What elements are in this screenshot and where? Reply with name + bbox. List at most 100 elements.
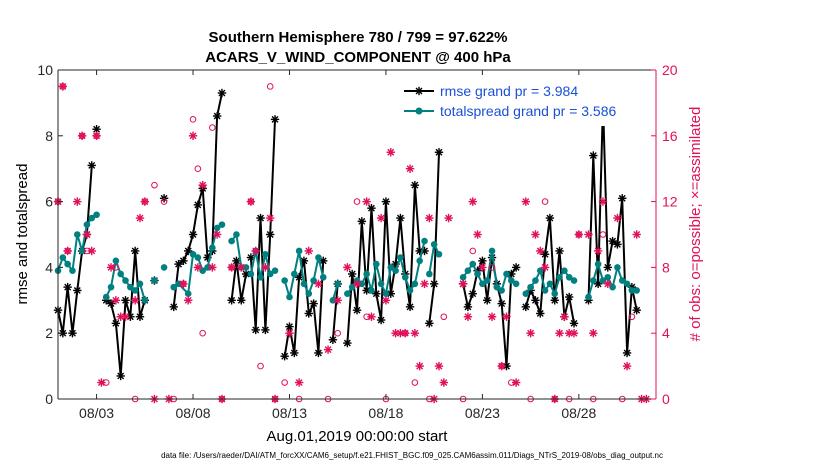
rmse-point [429, 279, 439, 289]
rmse-point [613, 240, 622, 249]
obs-possible-point [628, 313, 636, 321]
spread-point [59, 254, 67, 261]
spread-point [141, 297, 149, 304]
rmse-point [608, 236, 617, 246]
obs-assimilated-point [323, 345, 333, 354]
rmse-point [121, 296, 130, 305]
obs-assimilated-point [386, 148, 395, 157]
obs-assimilated-point [463, 312, 473, 321]
rmse-point [396, 213, 405, 223]
rmse-point [410, 180, 420, 190]
spread-point [633, 287, 641, 294]
obs-assimilated-point [362, 197, 371, 206]
rmse-point [531, 296, 540, 305]
obs-assimilated-point [405, 164, 415, 173]
spread-point [228, 237, 235, 245]
rmse-point [130, 246, 140, 256]
spread-point [315, 254, 322, 261]
rmse-point [290, 348, 299, 358]
obs-assimilated-point [367, 312, 376, 321]
spread-point [257, 273, 264, 281]
spread-point [392, 267, 399, 274]
rmse-point [425, 319, 434, 328]
obs-assimilated-point [237, 263, 246, 272]
spread-point [493, 283, 501, 291]
obs-assimilated-point [333, 296, 342, 305]
x-tick-label: 08/03 [79, 405, 114, 421]
spread-point [387, 264, 395, 271]
obs-assimilated-point [261, 263, 270, 272]
y-tick-label: 4 [45, 259, 53, 275]
spread-point [199, 267, 206, 274]
spread-point [69, 267, 76, 274]
rmse-point [545, 213, 555, 223]
obs-assimilated-point [140, 197, 150, 206]
obs-assimilated-point [381, 296, 391, 305]
rmse-point [569, 319, 579, 328]
spread-point [421, 237, 428, 245]
obs-assimilated-point [622, 361, 632, 371]
obs-assimilated-point [478, 263, 487, 272]
rmse-point [603, 263, 612, 272]
spread-point [430, 241, 438, 248]
obs-assimilated-point [208, 263, 217, 272]
obs-assimilated-point [401, 329, 410, 338]
spread-point [262, 250, 269, 258]
obs-assimilated-point [560, 312, 569, 321]
rmse-point [217, 88, 227, 98]
spread-point [551, 290, 559, 298]
spread-point [377, 280, 385, 288]
spread-point [122, 277, 129, 284]
obs-possible-point [266, 83, 274, 90]
obs-assimilated-point [135, 213, 145, 223]
y-tick-label: 2 [45, 325, 53, 341]
rmse-point [540, 250, 550, 259]
spread-point [291, 270, 298, 278]
spread-point [561, 267, 568, 274]
rmse-point [386, 289, 395, 298]
spread-point [281, 277, 288, 284]
spread-point [189, 250, 197, 258]
obs-assimilated-point [304, 246, 313, 256]
spread-point [508, 277, 515, 284]
rmse-point [405, 302, 415, 312]
rmse-point [169, 302, 178, 312]
spread-point [305, 290, 313, 298]
y-tick-label: 10 [37, 62, 53, 78]
chart-title: Southern Hemisphere 780 / 799 = 97.622% [209, 29, 508, 46]
obs-assimilated-point [285, 329, 294, 338]
legend-rmse-marker [414, 86, 424, 96]
rmse-point [179, 256, 188, 266]
obs-assimilated-point [439, 378, 449, 387]
spread-point [184, 290, 192, 298]
rmse-point [618, 194, 627, 203]
spread-point [368, 287, 375, 294]
obs-layer [53, 82, 651, 404]
obs-assimilated-point [540, 263, 550, 272]
spread-point [604, 273, 612, 281]
spread-point [498, 287, 505, 294]
x-tick-label: 08/13 [272, 405, 307, 421]
rmse-point [328, 335, 338, 344]
obs-assimilated-point [632, 230, 641, 239]
obs-assimilated-point [497, 361, 506, 371]
spread-point [469, 260, 477, 268]
rmse-point [184, 246, 193, 256]
obs-assimilated-point [584, 230, 593, 239]
spread-point [556, 273, 563, 281]
rmse-point [564, 292, 574, 302]
rmse-point [550, 296, 559, 305]
obs-assimilated-point [473, 230, 482, 239]
spread-point [117, 270, 124, 278]
spread-point [570, 277, 578, 284]
rmse-point [483, 296, 492, 305]
obs-assimilated-point [227, 263, 236, 272]
spread-point [565, 273, 573, 281]
y2-tick-label: 4 [662, 325, 670, 341]
obs-possible-point [353, 198, 361, 205]
rmse-point [478, 256, 487, 266]
obs-possible-point [411, 379, 419, 386]
y2-tick-label: 0 [662, 391, 670, 407]
obs-assimilated-point [420, 279, 429, 289]
rmse-point [193, 200, 203, 210]
